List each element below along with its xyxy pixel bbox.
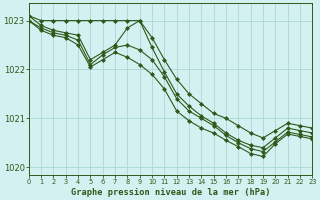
X-axis label: Graphe pression niveau de la mer (hPa): Graphe pression niveau de la mer (hPa) xyxy=(71,188,270,197)
